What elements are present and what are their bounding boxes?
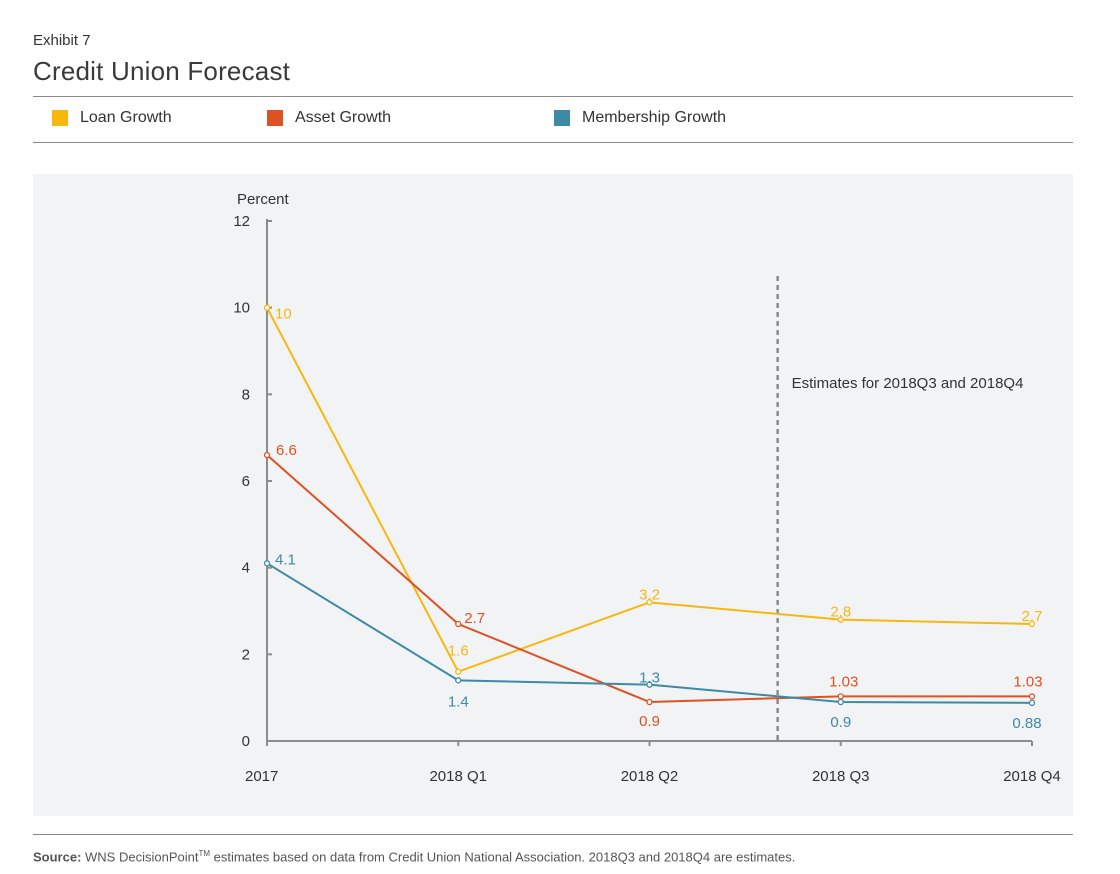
data-point-loan-growth	[646, 599, 653, 606]
y-tick-label: 8	[242, 386, 250, 403]
data-point-loan-growth	[1028, 620, 1036, 628]
data-point-loan-growth	[263, 304, 271, 311]
source-label: Source:	[33, 849, 82, 865]
legend-swatch-membership-growth	[554, 110, 570, 126]
data-point-membership-growth	[837, 698, 844, 706]
y-tick-label: 6	[242, 473, 250, 490]
legend-item-membership-growth: Membership Growth	[554, 109, 726, 127]
data-label-membership-growth: 1.3	[639, 670, 660, 687]
legend-label: Membership Growth	[582, 109, 727, 126]
series-line-loan-growth	[266, 307, 1033, 673]
data-point-membership-growth	[1028, 699, 1036, 707]
source-note: Source: WNS DecisionPointTM estimates ba…	[33, 849, 795, 864]
x-tick-label: 2018 Q3	[812, 768, 870, 785]
data-label-membership-growth: 1.4	[448, 693, 469, 710]
top-divider	[33, 96, 1073, 97]
data-label-membership-growth: 0.9	[830, 714, 851, 731]
legend-item-asset-growth: Asset Growth	[267, 109, 391, 127]
data-label-loan-growth: 1.6	[448, 643, 469, 660]
series-line-asset-growth	[266, 454, 1032, 704]
data-point-membership-growth	[455, 677, 462, 684]
data-point-membership-growth	[646, 681, 653, 688]
data-label-asset-growth: 2.7	[464, 610, 485, 627]
x-tick-label: 2018 Q1	[429, 768, 487, 785]
x-tick-label: 2018 Q2	[621, 768, 679, 785]
estimate-annotation: Estimates for 2018Q3 and 2018Q4	[792, 375, 1024, 392]
y-tick-label: 10	[233, 300, 250, 317]
trademark-mark: TM	[198, 849, 211, 858]
data-label-loan-growth: 10	[275, 306, 292, 323]
data-point-asset-growth	[646, 698, 653, 706]
y-axis-title: Percent	[237, 191, 290, 208]
x-tick-label: 2018 Q4	[1003, 768, 1061, 785]
source-text: WNS DecisionPoint	[81, 849, 199, 865]
data-label-loan-growth: 2.7	[1022, 608, 1043, 625]
data-point-asset-growth	[455, 620, 462, 628]
legend-label: Loan Growth	[80, 109, 172, 126]
y-tick-label: 2	[242, 646, 250, 663]
data-label-membership-growth: 4.1	[275, 551, 296, 568]
legend-divider	[33, 142, 1073, 143]
footer-divider	[33, 834, 1073, 835]
data-label-asset-growth: 0.9	[639, 713, 660, 730]
exhibit-number: Exhibit 7	[33, 32, 91, 49]
data-point-loan-growth	[455, 668, 462, 675]
legend-swatch-asset-growth	[267, 110, 283, 126]
data-point-asset-growth	[263, 451, 271, 459]
y-tick-label: 12	[233, 213, 250, 230]
x-tick-label: 2017	[245, 768, 278, 785]
plot-area	[33, 174, 1073, 816]
legend-label: Asset Growth	[295, 109, 392, 126]
data-point-loan-growth	[837, 616, 844, 623]
legend-swatch-loan-growth	[52, 110, 68, 126]
y-tick-label: 4	[242, 560, 250, 577]
data-label-asset-growth: 6.6	[276, 442, 297, 459]
data-label-asset-growth: 1.03	[829, 673, 858, 690]
data-label-loan-growth: 3.2	[639, 586, 660, 603]
data-point-membership-growth	[263, 560, 271, 567]
source-text-rest: estimates based on data from Credit Unio…	[210, 849, 796, 865]
data-label-membership-growth: 0.88	[1012, 715, 1041, 732]
chart-title: Credit Union Forecast	[33, 56, 291, 86]
y-tick-label: 0	[242, 733, 250, 750]
legend-item-loan-growth: Loan Growth	[52, 109, 172, 127]
data-point-asset-growth	[1028, 693, 1036, 700]
data-label-loan-growth: 2.8	[830, 604, 851, 621]
data-label-asset-growth: 1.03	[1013, 673, 1042, 690]
data-point-asset-growth	[837, 693, 844, 700]
